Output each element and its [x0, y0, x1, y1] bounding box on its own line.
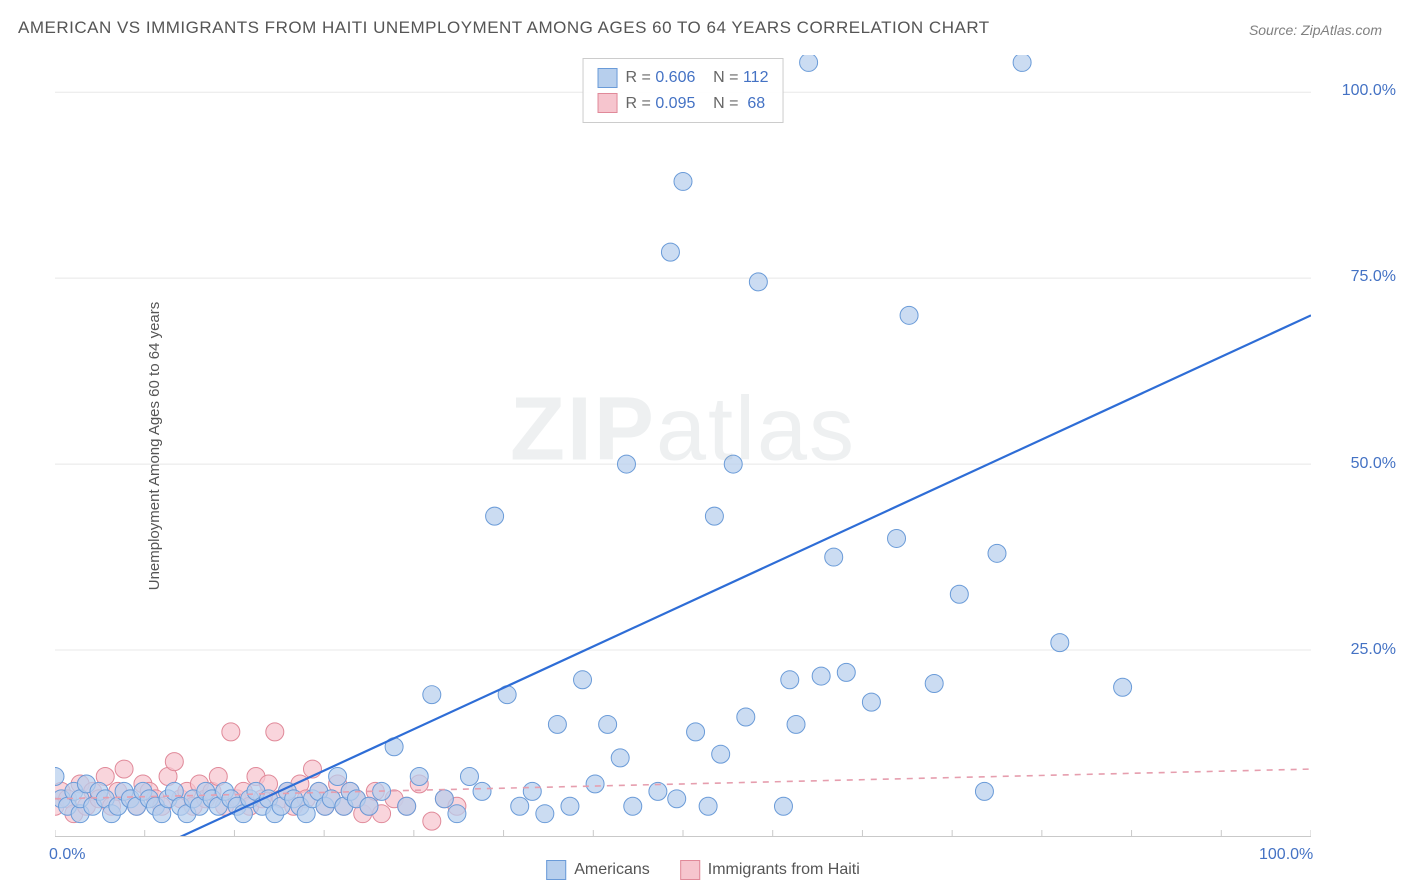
legend-row-immigrants: R = 0.095 N = 68: [598, 91, 769, 117]
legend-row-americans: R = 0.606 N = 112: [598, 65, 769, 91]
xtick-label: 0.0%: [49, 846, 85, 864]
ytick-label: 50.0%: [1321, 455, 1396, 473]
swatch-immigrants-icon: [680, 860, 700, 880]
plot-area: ZIPatlas R = 0.606 N = 112 R = 0.095 N =…: [55, 55, 1311, 837]
correlation-legend: R = 0.606 N = 112 R = 0.095 N = 68: [583, 58, 784, 123]
ytick-label: 100.0%: [1321, 82, 1396, 100]
swatch-americans-icon: [546, 860, 566, 880]
ytick-label: 75.0%: [1321, 268, 1396, 286]
chart-title: AMERICAN VS IMMIGRANTS FROM HAITI UNEMPL…: [18, 18, 990, 38]
series-legend: Americans Immigrants from Haiti: [546, 860, 860, 880]
ytick-label: 25.0%: [1321, 641, 1396, 659]
scatter-chart: [55, 55, 1311, 836]
legend-item-americans: Americans: [546, 860, 650, 880]
swatch-immigrants: [598, 93, 618, 113]
swatch-americans: [598, 68, 618, 88]
stats-immigrants: R = 0.095 N = 68: [626, 91, 766, 117]
legend-label-americans: Americans: [574, 861, 650, 879]
legend-item-immigrants: Immigrants from Haiti: [680, 860, 860, 880]
xtick-label: 100.0%: [1259, 846, 1313, 864]
stats-americans: R = 0.606 N = 112: [626, 65, 769, 91]
legend-label-immigrants: Immigrants from Haiti: [708, 861, 860, 879]
source-attribution: Source: ZipAtlas.com: [1249, 22, 1382, 38]
